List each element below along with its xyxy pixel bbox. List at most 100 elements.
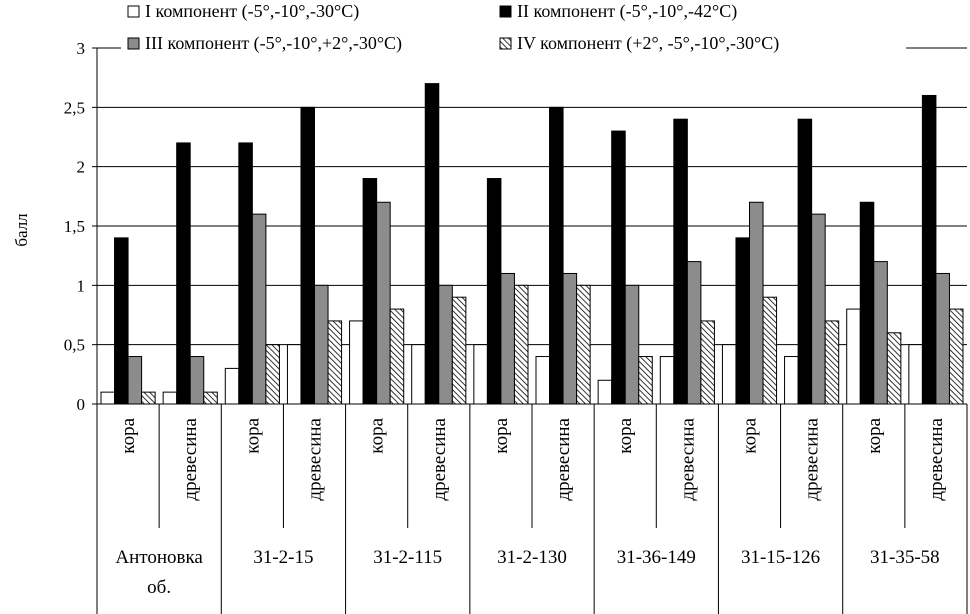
bar-1-4: [286, 344, 302, 405]
bar-3-3: [251, 213, 267, 405]
bar-1-3: [224, 367, 240, 405]
bar-1-14: [908, 344, 923, 405]
bar-3-9: [624, 284, 640, 405]
y-tick-label: 1: [77, 276, 86, 295]
category-label: кора: [491, 417, 512, 453]
y-tick-label: 1,5: [64, 217, 85, 236]
category-label: кора: [740, 417, 761, 453]
bar-4-14: [948, 308, 964, 405]
bar-4-13: [886, 332, 902, 405]
y-axis-label: балл: [12, 213, 31, 247]
category-label: древесина: [429, 417, 450, 500]
bar-4-6: [451, 296, 467, 405]
y-tick-label: 0,5: [64, 336, 85, 355]
bar-3-10: [686, 261, 702, 405]
bar-2-12: [797, 118, 813, 405]
bar-1-10: [659, 356, 675, 405]
bar-4-2: [203, 391, 218, 405]
bar-2-13: [859, 201, 875, 405]
bar-4-10: [700, 320, 715, 405]
group-label: 31-2-15: [253, 547, 313, 568]
bar-2-3: [238, 142, 253, 405]
bar-3-7: [500, 272, 515, 405]
legend-label: IV компонент (+2°, -5°,-10°,-30°С): [517, 33, 779, 54]
y-tick-label: 0: [77, 395, 86, 414]
category-label: древесина: [677, 417, 698, 500]
legend-swatch: [127, 37, 140, 50]
bar-3-5: [376, 201, 391, 405]
bar-2-5: [362, 178, 378, 405]
bar-3-2: [189, 356, 205, 405]
y-tick-label: 2,5: [64, 98, 85, 117]
category-label: кора: [242, 417, 263, 453]
legend-swatch: [127, 5, 140, 18]
bar-4-5: [389, 308, 405, 405]
bar-1-13: [846, 308, 861, 405]
legend-label: II компонент (-5°,-10°,-42°С): [517, 1, 737, 22]
legend-label: III компонент (-5°,-10°,+2°,-30°С): [145, 33, 402, 54]
axes: 0 0,5 1 1,5 2 2,5 3: [64, 39, 967, 414]
bar-2-7: [486, 178, 502, 405]
category-label: древесина: [553, 417, 574, 500]
category-label: древесина: [926, 417, 947, 500]
group-label: Антоновка: [115, 547, 203, 568]
bars: [100, 83, 964, 405]
bar-3-6: [438, 284, 453, 405]
bar-1-8: [535, 356, 551, 405]
category-label: древесина: [180, 417, 201, 500]
bar-3-1: [127, 356, 143, 405]
category-label: кора: [367, 417, 388, 453]
bar-1-5: [349, 320, 364, 405]
bar-1-12: [784, 356, 799, 405]
bar-4-11: [762, 296, 778, 405]
bar-2-2: [176, 142, 191, 405]
bar-1-11: [721, 344, 737, 405]
bar-4-9: [638, 356, 653, 405]
gridlines: [97, 47, 967, 346]
legend-swatch: [499, 5, 512, 18]
category-label: древесина: [802, 417, 823, 500]
legend-swatch: [499, 37, 512, 50]
category-label: кора: [615, 417, 636, 453]
bar-3-13: [873, 261, 888, 405]
bar-1-7: [473, 344, 488, 405]
bar-1-1: [100, 391, 116, 405]
bar-4-12: [824, 320, 840, 405]
bar-3-12: [811, 213, 826, 405]
legend-label: I компонент (-5°,-10°,-30°С): [145, 1, 359, 22]
bar-3-14: [935, 272, 950, 405]
category-label: древесина: [305, 417, 326, 500]
bar-4-4: [327, 320, 343, 405]
group-label: 31-2-115: [373, 547, 442, 568]
y-tick-label: 3: [77, 39, 86, 58]
group-label: 31-36-149: [617, 547, 696, 568]
bar-3-8: [562, 272, 578, 405]
legend-background: [121, 34, 906, 58]
bar-2-14: [921, 94, 937, 405]
group-label: 31-15-126: [741, 547, 820, 568]
category-label: кора: [864, 417, 885, 453]
category-axis: кора древесина кора древесина кора древесина к…: [96, 404, 968, 614]
group-label: 31-35-58: [870, 547, 940, 568]
bar-2-9: [611, 130, 626, 405]
legend: I компонент (-5°,-10°,-30°С) II компонент…: [121, 1, 906, 58]
group-label: об.: [147, 577, 171, 598]
bar-3-4: [314, 284, 329, 405]
bar-1-6: [411, 344, 426, 405]
bar-2-1: [114, 237, 129, 405]
bar-2-8: [549, 106, 564, 405]
bar-2-6: [424, 83, 440, 405]
bar-1-9: [597, 379, 613, 405]
category-label: кора: [118, 417, 139, 453]
bar-2-11: [735, 237, 751, 405]
bar-4-8: [576, 284, 591, 405]
bar-4-3: [265, 344, 280, 405]
bar-4-7: [513, 284, 529, 405]
y-tick-label: 2: [77, 158, 86, 177]
bar-4-1: [141, 391, 156, 405]
group-label: 31-2-130: [497, 547, 567, 568]
bar-2-10: [673, 118, 688, 405]
bar-2-4: [300, 106, 316, 405]
bar-1-2: [162, 391, 178, 405]
